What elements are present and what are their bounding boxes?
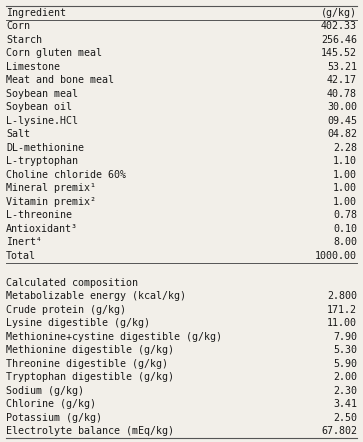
Text: Ingredient: Ingredient <box>6 8 66 18</box>
Text: 0.10: 0.10 <box>333 224 357 234</box>
Text: 2.800: 2.800 <box>327 291 357 301</box>
Text: 09.45: 09.45 <box>327 116 357 126</box>
Text: L-lysine.HCl: L-lysine.HCl <box>6 116 78 126</box>
Text: 5.90: 5.90 <box>333 359 357 369</box>
Text: 1.00: 1.00 <box>333 183 357 193</box>
Text: 0.78: 0.78 <box>333 210 357 220</box>
Text: L-threonine: L-threonine <box>6 210 72 220</box>
Text: 67.802: 67.802 <box>321 426 357 436</box>
Text: (g/kg): (g/kg) <box>321 8 357 18</box>
Text: DL-methionine: DL-methionine <box>6 143 84 153</box>
Text: 2.30: 2.30 <box>333 386 357 396</box>
Text: Choline chloride 60%: Choline chloride 60% <box>6 170 126 180</box>
Text: Chlorine (g/kg): Chlorine (g/kg) <box>6 399 96 409</box>
Text: Electrolyte balance (mEq/kg): Electrolyte balance (mEq/kg) <box>6 426 174 436</box>
Text: Meat and bone meal: Meat and bone meal <box>6 75 114 85</box>
Text: 3.41: 3.41 <box>333 399 357 409</box>
Text: L-tryptophan: L-tryptophan <box>6 156 78 166</box>
Text: Sodium (g/kg): Sodium (g/kg) <box>6 386 84 396</box>
Text: Metabolizable energy (kcal/kg): Metabolizable energy (kcal/kg) <box>6 291 186 301</box>
Text: Crude protein (g/kg): Crude protein (g/kg) <box>6 305 126 315</box>
Text: 1000.00: 1000.00 <box>315 251 357 261</box>
Text: 42.17: 42.17 <box>327 75 357 85</box>
Text: 1.00: 1.00 <box>333 197 357 207</box>
Text: 256.46: 256.46 <box>321 35 357 45</box>
Text: 40.78: 40.78 <box>327 89 357 99</box>
Text: 1.00: 1.00 <box>333 170 357 180</box>
Text: Starch: Starch <box>6 35 42 45</box>
Text: 1.10: 1.10 <box>333 156 357 166</box>
Text: Soybean oil: Soybean oil <box>6 102 72 112</box>
Text: Calculated composition: Calculated composition <box>6 278 138 288</box>
Text: 53.21: 53.21 <box>327 62 357 72</box>
Text: Soybean meal: Soybean meal <box>6 89 78 99</box>
Text: Tryptophan digestible (g/kg): Tryptophan digestible (g/kg) <box>6 372 174 382</box>
Text: 2.28: 2.28 <box>333 143 357 153</box>
Text: Salt: Salt <box>6 129 30 139</box>
Text: Total: Total <box>6 251 36 261</box>
Text: Methionine digestible (g/kg): Methionine digestible (g/kg) <box>6 345 174 355</box>
Text: 8.00: 8.00 <box>333 237 357 247</box>
Text: 11.00: 11.00 <box>327 318 357 328</box>
Text: Vitamin premix²: Vitamin premix² <box>6 197 96 207</box>
Text: Threonine digestible (g/kg): Threonine digestible (g/kg) <box>6 359 168 369</box>
Text: 171.2: 171.2 <box>327 305 357 315</box>
Text: Corn: Corn <box>6 21 30 31</box>
Text: 5.30: 5.30 <box>333 345 357 355</box>
Text: Methionine+cystine digestible (g/kg): Methionine+cystine digestible (g/kg) <box>6 332 222 342</box>
Text: Lysine digestible (g/kg): Lysine digestible (g/kg) <box>6 318 150 328</box>
Text: Corn gluten meal: Corn gluten meal <box>6 48 102 58</box>
Text: 2.50: 2.50 <box>333 413 357 423</box>
Text: Inert⁴: Inert⁴ <box>6 237 42 247</box>
Text: Mineral premix¹: Mineral premix¹ <box>6 183 96 193</box>
Text: Potassium (g/kg): Potassium (g/kg) <box>6 413 102 423</box>
Text: 2.00: 2.00 <box>333 372 357 382</box>
Text: 30.00: 30.00 <box>327 102 357 112</box>
Text: 145.52: 145.52 <box>321 48 357 58</box>
Text: 7.90: 7.90 <box>333 332 357 342</box>
Text: Limestone: Limestone <box>6 62 60 72</box>
Text: 04.82: 04.82 <box>327 129 357 139</box>
Text: 402.33: 402.33 <box>321 21 357 31</box>
Text: Antioxidant³: Antioxidant³ <box>6 224 78 234</box>
